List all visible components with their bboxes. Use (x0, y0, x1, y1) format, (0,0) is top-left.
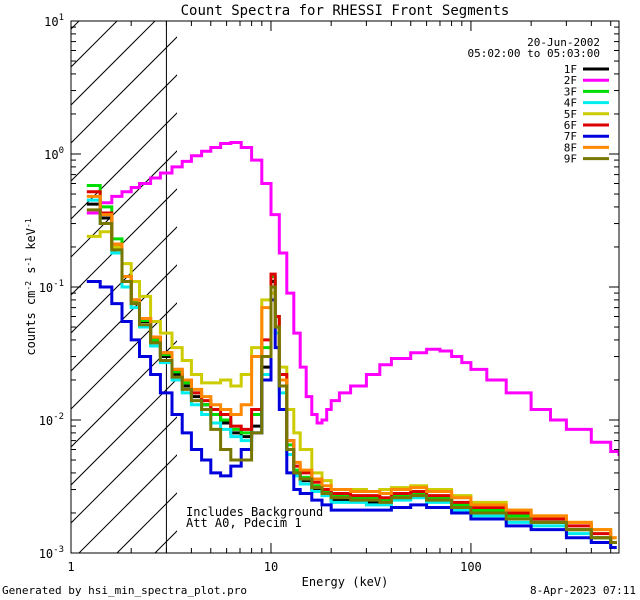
hatch-stripe (71, 264, 177, 372)
hatch-stripe (71, 302, 177, 410)
hatch-stripe (71, 226, 177, 334)
legend-label: 7F (564, 130, 577, 143)
axis-ticks (70, 21, 619, 554)
x-tick-label: 100 (460, 560, 482, 574)
hatch-stripe (71, 36, 177, 144)
hatch-stripe (71, 150, 177, 258)
y-tick-labels: 10-3 10-2 10-1 100 101 (39, 13, 64, 561)
hatch-stripe (269, 0, 640, 553)
footer-generator: Generated by hsi_min_spectra_plot.pro (2, 584, 247, 597)
y-tick-label: 101 (44, 13, 64, 29)
x-tick-label: 1 (67, 560, 74, 574)
x-tick-label: 10 (264, 560, 278, 574)
x-tick-labels: 1 10 100 (67, 560, 481, 574)
background-note: Includes Background (186, 505, 323, 519)
hatch-stripe (71, 340, 177, 448)
hatch-stripe (71, 378, 177, 486)
legend-label: 9F (564, 153, 577, 166)
legend-label: 8F (564, 141, 577, 154)
series-line-4F (86, 198, 617, 549)
y-tick-label: 10-2 (39, 412, 64, 428)
series-layer (86, 141, 619, 549)
footer-timestamp: 8-Apr-2023 07:11 (530, 584, 636, 597)
hatch-stripe (78, 454, 177, 553)
series-line-2F (86, 141, 619, 456)
legend-label: 6F (564, 119, 577, 132)
hatch-stripe (71, 21, 156, 106)
series-line-7F (86, 280, 617, 549)
attenuator-note: Att A0, Pdecim 1 (186, 516, 302, 530)
chart-title: Count Spectra for RHESSI Front Segments (181, 3, 510, 19)
legend-label: 5F (564, 108, 577, 121)
legend-label: 2F (564, 74, 577, 87)
series-line-9F (86, 208, 617, 544)
plot-frame (70, 20, 620, 554)
legend-label: 1F (564, 63, 577, 76)
date-label: 20-Jun-2002 (527, 36, 600, 49)
attenuator-hatch (71, 0, 640, 553)
hatch-stripe (71, 74, 177, 182)
legend-label: 3F (564, 85, 577, 98)
y-tick-label: 10-3 (39, 545, 64, 561)
y-axis-label: counts cm-2 s-1 keV-1 (24, 218, 39, 355)
hatch-stripe (71, 188, 177, 296)
y-tick-label: 10-1 (39, 279, 64, 295)
x-axis-label: Energy (keV) (302, 575, 389, 589)
y-tick-label: 100 (44, 146, 64, 162)
legend-label: 4F (564, 97, 577, 110)
hatch-stripe (116, 492, 177, 553)
hatch-stripe (71, 21, 118, 68)
hatch-stripe (71, 416, 177, 524)
time-range-label: 05:02:00 to 05:03:00 (468, 47, 600, 60)
